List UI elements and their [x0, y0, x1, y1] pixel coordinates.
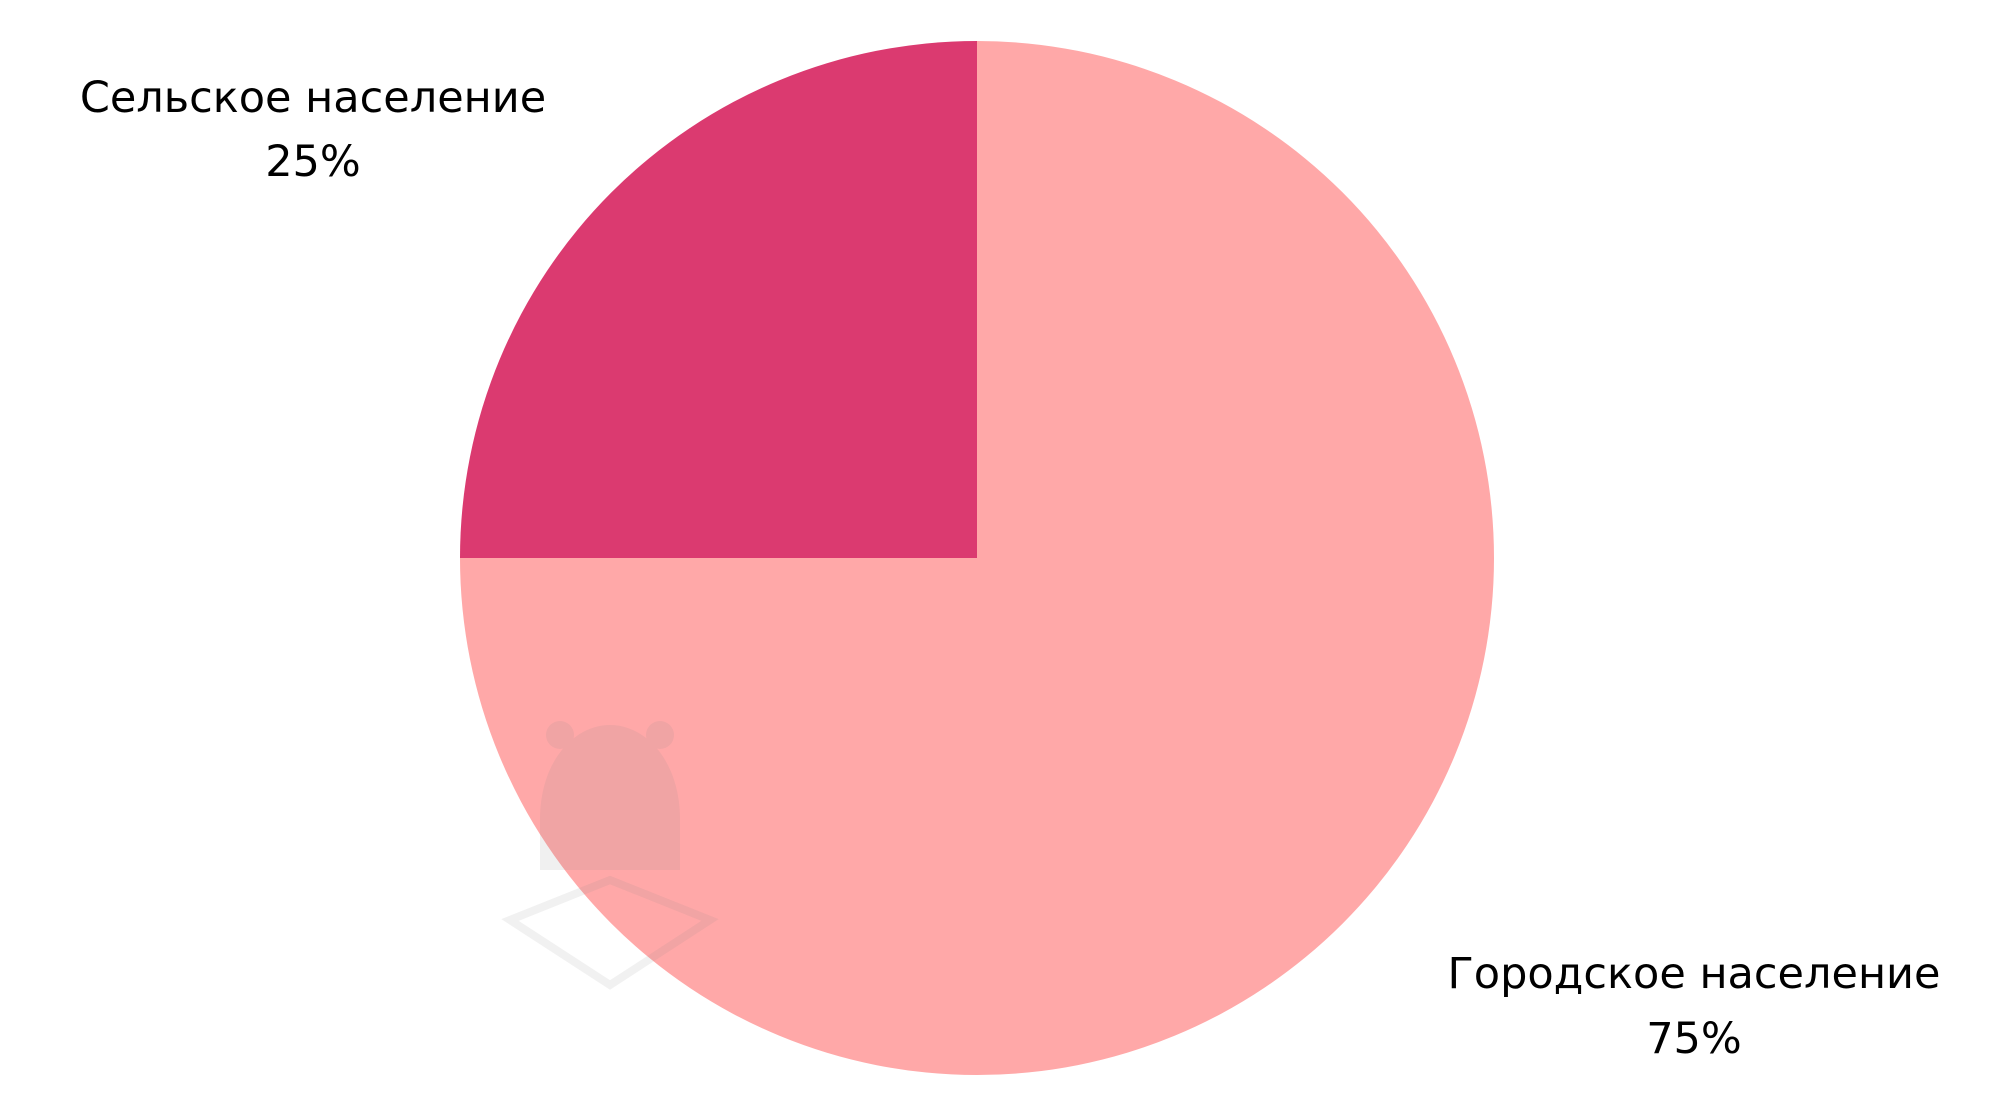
pie-slices: [460, 41, 1494, 1075]
rural-label-percent: 25%: [265, 137, 361, 187]
slice-urban: [460, 41, 1494, 1075]
urban-label-percent: 75%: [1646, 1014, 1742, 1064]
bear-watermark-icon: [501, 721, 719, 990]
urban-label-name: Городское население: [1448, 949, 1941, 999]
rural-label-name: Сельское население: [80, 73, 546, 123]
slice-rural: [460, 41, 977, 558]
pie-labels: Сельское население 25% Городское населен…: [80, 73, 1941, 1064]
